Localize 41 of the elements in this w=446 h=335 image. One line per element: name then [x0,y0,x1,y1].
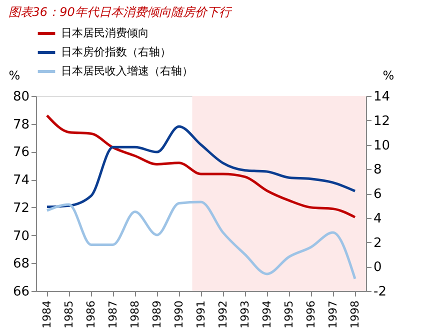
legend-label: 日本居民收入增速（右轴） [61,64,193,78]
y-tick-label: 72 [12,200,30,216]
y2-tick-label: 8 [374,162,382,178]
y-tick-label: 70 [12,228,30,244]
y2-tick-label: 14 [374,90,390,104]
x-tick-label: 1987 [106,300,120,328]
x-tick-label: 1996 [304,300,318,328]
x-tick-label: 1995 [282,300,296,328]
x-tick-label: 1989 [150,300,164,328]
x-tick-label: 1984 [40,300,54,328]
y2-tick-label: 10 [374,138,390,154]
y-tick-label: 78 [12,117,30,132]
x-tick-label: 1998 [348,300,362,328]
y2-tick-label: 2 [374,236,382,251]
legend-label: 日本居民消费倾向 [61,26,149,40]
y-tick-label: 68 [12,256,30,272]
x-tick-label: 1990 [172,300,186,328]
y2-tick-label: 4 [374,211,382,226]
y2-tick-label: 6 [374,187,382,202]
y2-tick-label: 12 [374,114,390,129]
y-tick-label: 74 [12,173,30,188]
x-tick-label: 1992 [216,300,230,328]
y2-tick-label: 0 [374,260,382,276]
chart-title: 图表36：90年代日本消费倾向随房价下行 [8,5,233,19]
x-tick-label: 1993 [238,300,252,328]
y2-tick-label: -2 [374,284,386,300]
x-tick-label: 1994 [260,300,274,328]
y-axis-title: % [8,68,20,82]
y2-axis-title: % [382,68,394,82]
x-tick-label: 1991 [194,300,208,328]
x-tick-label: 1997 [326,300,340,328]
x-tick-label: 1988 [128,300,142,328]
x-tick-label: 1985 [62,300,76,328]
y-tick-label: 76 [12,145,30,160]
x-tick-label: 1986 [84,300,98,328]
y-tick-label: 66 [12,284,30,300]
line-series [46,125,356,208]
line-series [46,200,356,280]
legend-label: 日本房价指数（右轴） [61,46,171,58]
y-tick-label: 80 [12,90,30,104]
line-series [46,114,356,218]
